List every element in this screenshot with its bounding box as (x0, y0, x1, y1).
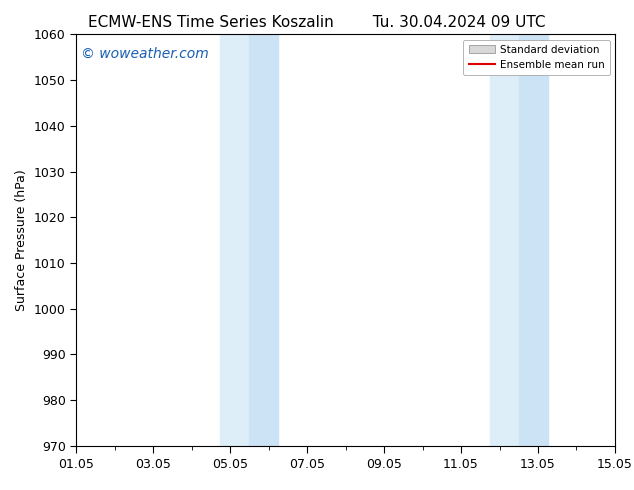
Bar (221, 34, 249, 446)
Bar (490, 34, 519, 446)
Text: ECMW-ENS Time Series Koszalin        Tu. 30.04.2024 09 UTC: ECMW-ENS Time Series Koszalin Tu. 30.04.… (88, 15, 546, 30)
Legend: Standard deviation, Ensemble mean run: Standard deviation, Ensemble mean run (463, 40, 610, 75)
Bar (249, 34, 278, 446)
Y-axis label: Surface Pressure (hPa): Surface Pressure (hPa) (15, 169, 29, 311)
Bar (519, 34, 548, 446)
Text: © woweather.com: © woweather.com (81, 47, 209, 61)
